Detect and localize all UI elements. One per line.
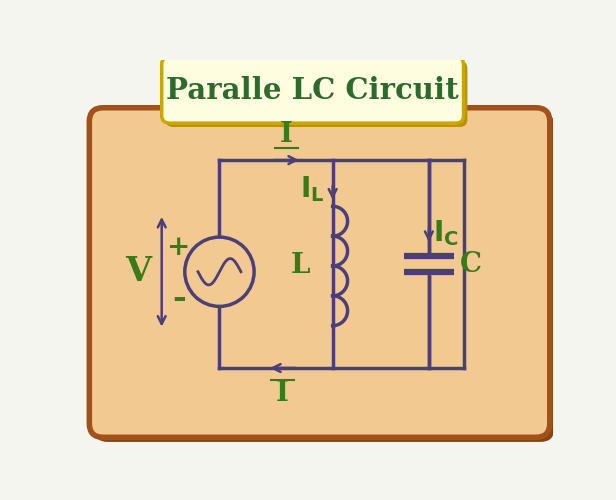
Text: $\mathbf{I_C}$: $\mathbf{I_C}$	[432, 218, 458, 248]
FancyBboxPatch shape	[94, 112, 554, 442]
Text: Paralle LC Circuit: Paralle LC Circuit	[166, 76, 459, 104]
Text: -: -	[172, 282, 185, 315]
FancyBboxPatch shape	[89, 108, 549, 438]
Text: $\mathbf{I_L}$: $\mathbf{I_L}$	[301, 174, 325, 204]
Text: L: L	[291, 252, 310, 280]
Text: V: V	[125, 255, 151, 288]
Text: I: I	[276, 380, 289, 407]
Text: I: I	[280, 121, 293, 148]
Circle shape	[185, 237, 254, 306]
Text: +: +	[167, 234, 190, 260]
FancyBboxPatch shape	[166, 61, 468, 127]
Text: C: C	[460, 250, 482, 278]
FancyBboxPatch shape	[161, 57, 464, 123]
